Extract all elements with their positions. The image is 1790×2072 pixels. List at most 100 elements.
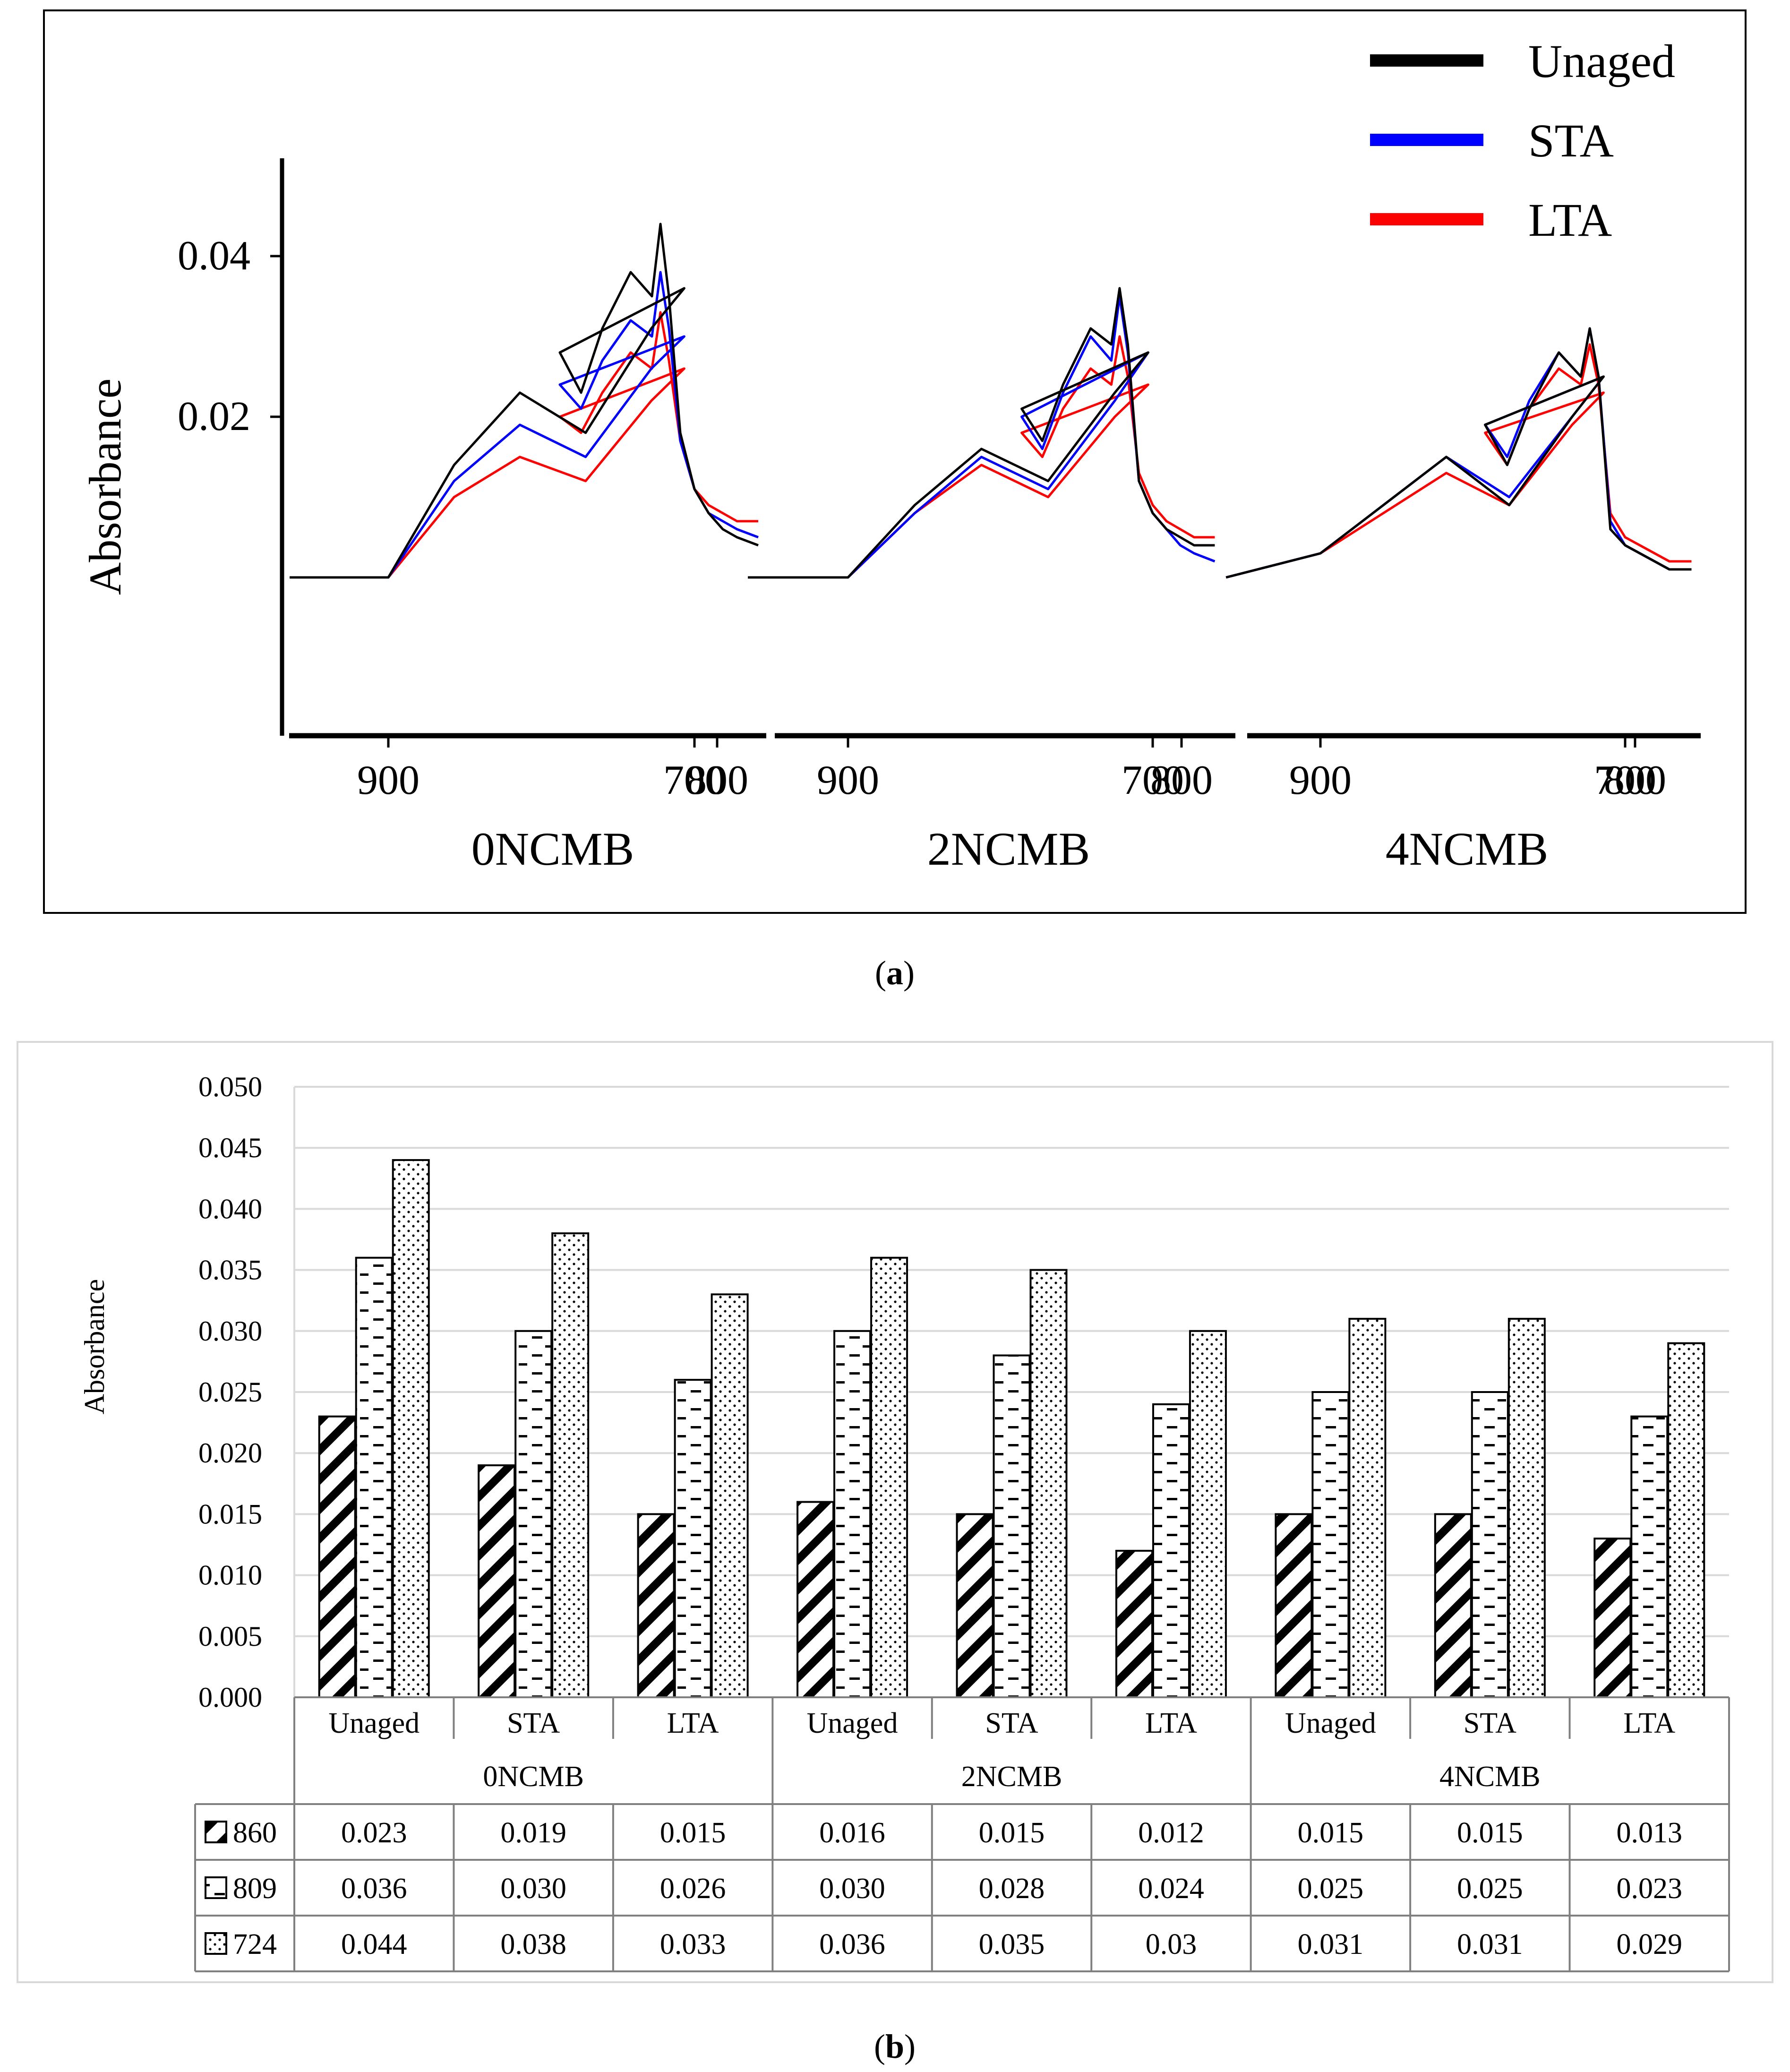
panel-b-table-value: 0.044 (341, 1928, 407, 1960)
panel-b-bar-860 (1275, 1513, 1313, 1698)
panel-b-table-value: 0.026 (660, 1873, 726, 1905)
panel-a-x-tick-label: 800 (1604, 757, 1666, 803)
panel-b-y-tick-label: 0.000 (198, 1682, 262, 1713)
panel-b-y-tick-label: 0.005 (198, 1621, 262, 1652)
panel-a-y-tick-label: 0.02 (178, 394, 250, 439)
panel-b-table-value: 0.029 (1617, 1928, 1683, 1960)
panel-b-y-tick-label: 0.045 (198, 1132, 262, 1163)
panel-b-category-label: STA (1464, 1707, 1516, 1739)
panel-b-legend-label-860: 860 (233, 1817, 277, 1849)
panel-b-bars (318, 1159, 1705, 1699)
panel-b-y-tick-label: 0.035 (198, 1255, 262, 1286)
panel-a-x-tick-label: 900 (1289, 757, 1352, 803)
panel-b-table-value: 0.036 (819, 1928, 885, 1960)
panel-b-legend-label-724: 724 (233, 1928, 277, 1960)
panel-b-legend-swatch-860 (205, 1821, 227, 1843)
panel-b-table-value: 0.035 (979, 1928, 1045, 1960)
panel-b-bar-724 (711, 1293, 749, 1698)
panel-a-series-lta-line (290, 311, 758, 579)
panel-a-x-tick-label: 700 (1122, 757, 1184, 803)
panel-b-bar-809 (514, 1330, 553, 1699)
panel-b-bar-809 (833, 1330, 872, 1699)
panel-b-table-value: 0.015 (1457, 1817, 1523, 1849)
panel-a-x-tick-label: 900 (357, 757, 420, 803)
panel-b-table-value: 0.030 (500, 1873, 566, 1905)
panel-b-table-value: 0.015 (660, 1817, 726, 1849)
panel-b-bar-724 (1189, 1330, 1227, 1699)
panel-b-table-value: 0.028 (979, 1873, 1045, 1905)
panel-b-table-value: 0.036 (341, 1873, 407, 1905)
panel-b-table-value: 0.013 (1617, 1817, 1683, 1849)
panel-b-table-value: 0.025 (1457, 1873, 1523, 1905)
panel-b-bar-809 (355, 1256, 393, 1698)
panel-b-legend-swatch-724 (205, 1932, 227, 1955)
panel-b-table-value: 0.038 (500, 1928, 566, 1960)
panel-b-category-label: Unaged (328, 1707, 420, 1739)
panel-b-bar-860 (956, 1513, 994, 1698)
legend-label-unaged: Unaged (1528, 35, 1675, 87)
panel-b-table-value: 0.03 (1146, 1928, 1197, 1960)
panel-a-series-unaged-line (1225, 327, 1692, 579)
panel-b-category-label: STA (507, 1707, 560, 1739)
panel-b-bar-860 (1115, 1549, 1153, 1698)
panel-b-category-label: LTA (1623, 1707, 1675, 1739)
panel-a-subplot-title: 4NCMB (1386, 823, 1549, 875)
panel-b-legend-swatch-809 (205, 1876, 227, 1899)
panel-b-group-label: 4NCMB (1439, 1761, 1541, 1793)
panel-b-y-tick-label: 0.050 (198, 1071, 262, 1102)
panel-b-bar-724 (1667, 1342, 1705, 1698)
panel-b-category-label: Unaged (807, 1707, 898, 1739)
panel-b-bar-860 (1593, 1538, 1632, 1699)
panel-b-bar-809 (1311, 1391, 1350, 1698)
panel-a-series-lta-line (1225, 343, 1692, 579)
panel-b-bar-860 (797, 1501, 835, 1699)
panel-a-series-unaged-line (748, 287, 1215, 579)
panel-a-x-tick-label: 700 (1594, 757, 1656, 803)
panel-b-bar-809 (1152, 1403, 1190, 1699)
panel-a-y-axis-title: Absorbance (80, 378, 130, 595)
panel-b-table-value: 0.015 (1298, 1817, 1364, 1849)
panel-b-bar-860 (1434, 1513, 1472, 1698)
panel-b-y-axis: 0.000 0.005 0.010 0.015 0.020 0.025 0.030 0.035… (79, 1071, 262, 1713)
panel-b-table-value: 0.025 (1298, 1873, 1364, 1905)
panel-b-caption: (b) (874, 2028, 916, 2065)
panel-b-bar-724 (1029, 1269, 1068, 1699)
panel-b-caption-letter: b (885, 2028, 904, 2065)
panel-a-series-unaged-line (290, 223, 759, 579)
panel-b-y-tick-label: 0.015 (198, 1498, 262, 1530)
panel-b-bar-chart: 0.000 0.005 0.010 0.015 0.020 0.025 0.030 0.035… (17, 1041, 1773, 1983)
panel-b-y-tick-label: 0.025 (198, 1376, 262, 1408)
panel-a-subplot-title: 0NCMB (471, 823, 634, 875)
panel-b-table-value: 0.031 (1298, 1928, 1364, 1960)
panel-b-bar-809 (674, 1379, 712, 1698)
panel-b-y-tick-label: 0.040 (198, 1193, 262, 1224)
panel-b-bar-809 (1471, 1391, 1509, 1698)
panel-a-subplot-title: 2NCMB (927, 823, 1090, 875)
panel-b-bar-724 (1507, 1317, 1546, 1698)
panel-b-bar-860 (318, 1415, 356, 1698)
panel-b-table-value: 0.016 (819, 1817, 885, 1849)
panel-b-bar-724 (1348, 1317, 1387, 1698)
panel-b-group-label: 2NCMB (961, 1761, 1062, 1793)
panel-b-category-label: LTA (667, 1707, 719, 1739)
panel-b-table-value: 0.012 (1138, 1817, 1204, 1849)
panel-b-table-value: 0.031 (1457, 1928, 1523, 1960)
panel-a-frame (43, 9, 1747, 914)
panel-a-caption: (a) (875, 954, 915, 992)
panel-a-x-tick-label: 800 (686, 757, 748, 803)
panel-a-caption-letter: a (886, 954, 903, 992)
panel-b-group-label: 0NCMB (483, 1761, 584, 1793)
panel-b-category-label: STA (985, 1707, 1038, 1739)
panel-b-bar-724 (392, 1159, 430, 1698)
panel-b-bar-724 (551, 1232, 590, 1699)
panel-b-y-tick-label: 0.020 (198, 1437, 262, 1469)
panel-a-x-tick-label: 900 (817, 757, 879, 803)
panel-b-table-value: 0.030 (819, 1873, 885, 1905)
panel-b-table-value: 0.019 (500, 1817, 566, 1849)
panel-b-bar-860 (478, 1464, 516, 1699)
